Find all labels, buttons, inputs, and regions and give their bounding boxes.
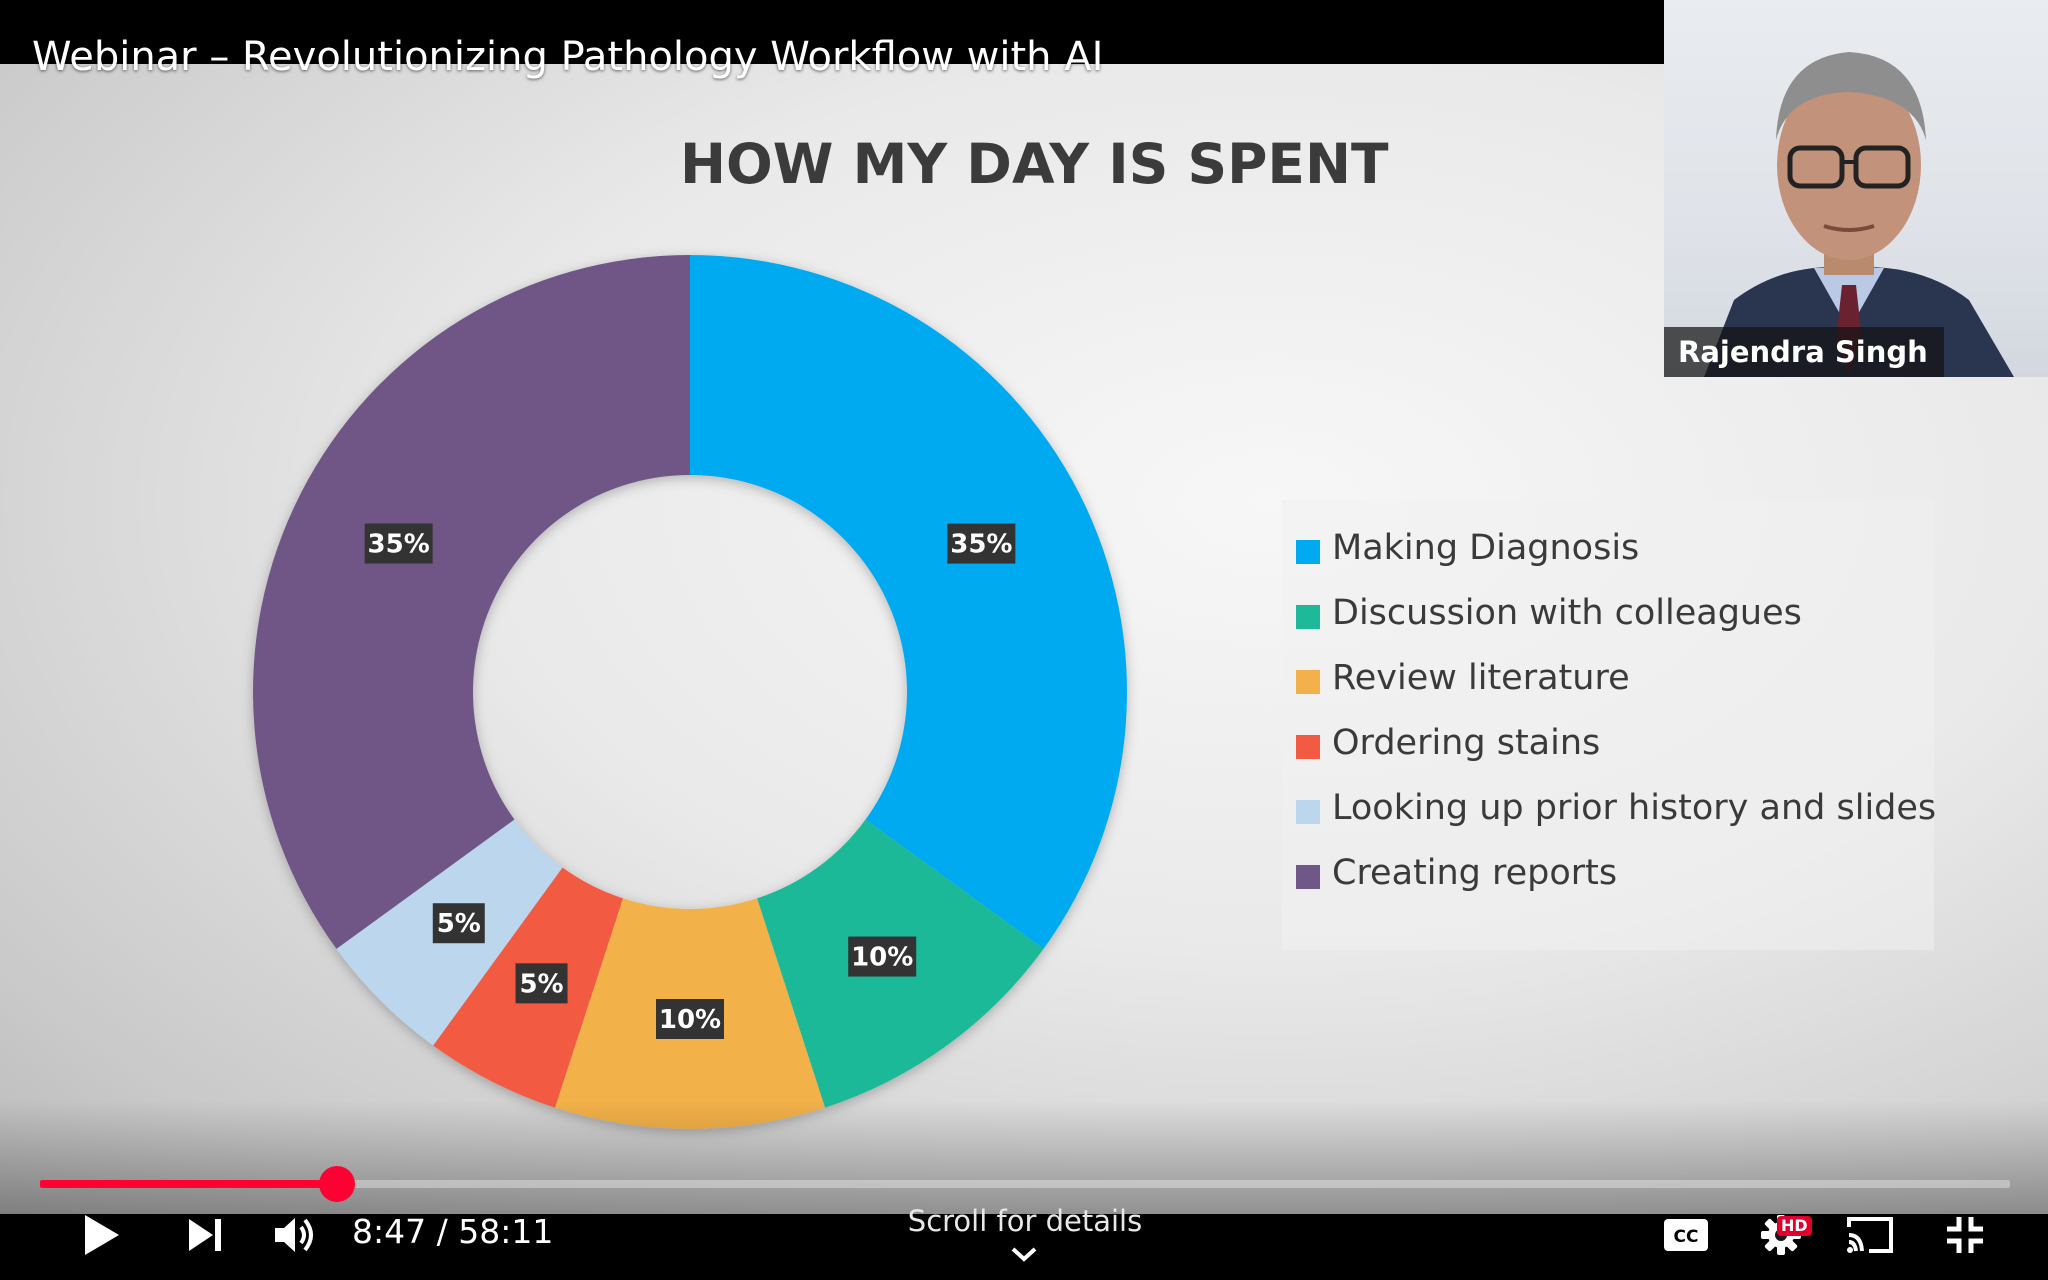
data-label-box [432,903,485,944]
data-label-text: 10% [659,1005,721,1035]
exit-fullscreen-button[interactable] [1940,1210,1990,1260]
data-label-box [515,963,568,1004]
donut-slice-creating-reports [252,255,690,949]
legend-swatch [1296,735,1320,759]
data-label: 35% [364,523,433,564]
chevron-down-icon[interactable] [1010,1246,1038,1262]
hd-badge: HD [1777,1216,1812,1236]
legend-item: Looking up prior history and slides [1282,780,1937,845]
exit-fullscreen-icon [1947,1217,1983,1253]
cast-button[interactable] [1844,1210,1896,1260]
data-label-box [364,523,433,564]
legend-swatch [1296,865,1320,889]
progress-bar[interactable] [40,1166,2010,1202]
play-button[interactable] [76,1210,126,1260]
duration: 58:11 [458,1212,554,1251]
progress-played [40,1180,338,1188]
data-label-text: 35% [950,530,1012,560]
legend-label: Discussion with colleagues [1332,593,1802,633]
legend-item: Review literature [1282,650,1934,715]
data-label: 5% [515,963,568,1004]
legend-swatch [1296,605,1320,629]
time-display: 8:47 / 58:11 [352,1212,553,1251]
time-separator: / [426,1212,459,1251]
captions-button[interactable]: CC [1662,1210,1710,1260]
data-label: 5% [432,903,485,944]
next-button[interactable] [180,1210,230,1260]
donut-slice-making-diagnosis [690,255,1127,949]
data-label: 35% [947,523,1016,564]
legend-label: Looking up prior history and slides [1332,788,1937,828]
current-time: 8:47 [352,1212,427,1251]
progress-scrubber-handle[interactable] [319,1166,356,1202]
data-label-text: 10% [851,943,913,973]
video-title: Webinar – Revolutionizing Pathology Work… [32,34,1104,80]
data-label: 10% [848,936,917,977]
captions-icon: CC [1664,1219,1708,1251]
presenter-portrait [1704,52,2014,377]
slide-title: HOW MY DAY IS SPENT [680,132,1389,196]
presenter-name-bar: Rajendra Singh [1664,327,1944,377]
chart-legend: Making Diagnosis Discussion with colleagu… [1282,500,1937,950]
data-label-text: 5% [437,909,481,939]
legend-item: Ordering stains [1282,715,1934,780]
legend-item: Making Diagnosis [1282,520,1934,585]
legend-label: Ordering stains [1332,723,1601,763]
svg-text:CC: CC [1674,1227,1699,1247]
legend-item: Discussion with colleagues [1282,585,1934,650]
legend-swatch [1296,800,1320,824]
data-label-box [848,936,917,977]
volume-icon [275,1218,313,1252]
scroll-for-details[interactable]: Scroll for details [907,1204,1143,1238]
presenter-video: Rajendra Singh [1664,0,2048,377]
donut-chart: 35% 10% 10% 5% 5% 35% [252,255,1127,1129]
next-icon [189,1219,221,1251]
data-label-text: 35% [368,530,430,560]
cast-icon [1847,1217,1893,1253]
presenter-name: Rajendra Singh [1678,335,1928,369]
legend-label: Making Diagnosis [1332,528,1640,568]
legend-label: Creating reports [1332,853,1618,893]
volume-button[interactable] [270,1210,320,1260]
legend-label: Review literature [1332,658,1630,698]
legend-swatch [1296,670,1320,694]
play-icon [85,1215,119,1255]
data-label-box [656,999,724,1039]
legend-swatch [1296,540,1320,564]
data-label: 10% [656,999,724,1039]
legend-item: Creating reports [1282,845,1934,910]
data-label-box [947,523,1016,564]
data-label-text: 5% [519,969,563,999]
